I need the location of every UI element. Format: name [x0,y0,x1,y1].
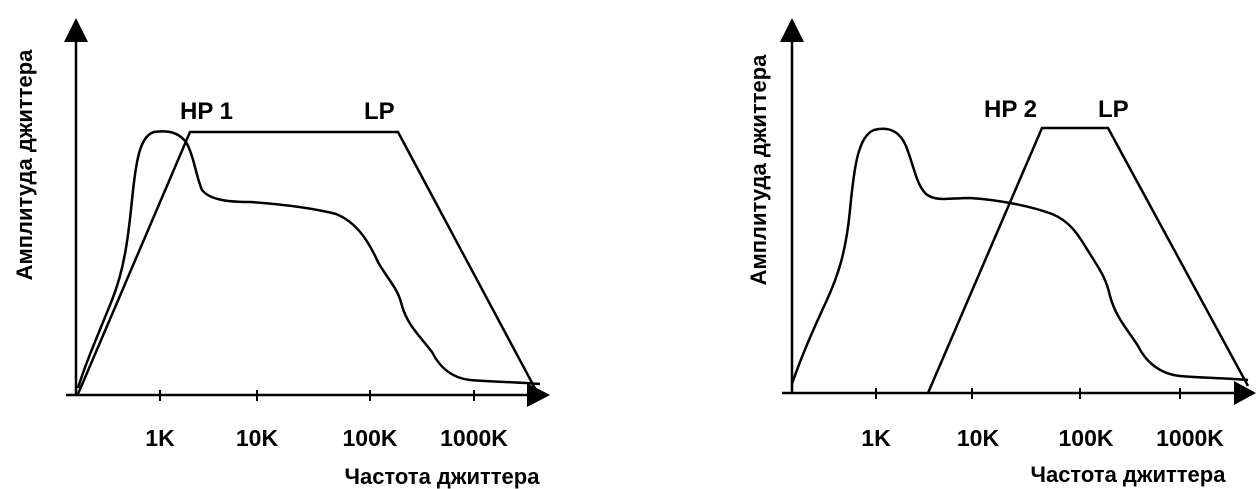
band-filter-shape [926,126,1250,394]
x-tick-label: 1K [861,425,891,451]
high-pass-label: HP 1 [180,98,233,125]
x-axis-label: Частота джиттера [1031,462,1227,487]
y-axis-arrow-icon [780,18,804,42]
jitter-spectrum-curve [76,130,541,389]
jitter-spectrum-curve [790,127,1249,385]
x-axis-label: Частота джиттера [345,464,541,489]
x-tick-label: 1000K [1156,425,1224,451]
diagram-right-canvas: HP 2 LP 1K 10K 100K 1000K Частота джитте… [746,18,1256,487]
low-pass-label: LP [1098,96,1129,123]
x-tick-label: 10K [957,425,1000,451]
x-tick-label: 100K [1059,425,1114,451]
diagram-left-canvas: HP 1 LP 1K 10K 100K 1000K Частота джитте… [12,18,550,489]
diagram-left: HP 1 LP 1K 10K 100K 1000K Частота джитте… [0,0,600,489]
low-pass-label: LP [364,98,395,125]
x-tick-label: 10K [236,425,279,451]
diagram-right: HP 2 LP 1K 10K 100K 1000K Частота джитте… [690,0,1256,489]
x-tick-label: 1000K [440,425,508,451]
band-filter-shape [76,130,540,395]
y-axis-label: Амплитуда джиттера [746,54,771,286]
x-axis-arrow-icon [1234,381,1256,405]
x-axis-arrow-icon [527,383,550,407]
y-axis-label: Амплитуда джиттера [12,49,37,281]
high-pass-label: HP 2 [984,96,1037,123]
x-tick-label: 100K [343,425,398,451]
x-tick-label: 1K [145,425,175,451]
y-axis-arrow-icon [64,18,88,42]
